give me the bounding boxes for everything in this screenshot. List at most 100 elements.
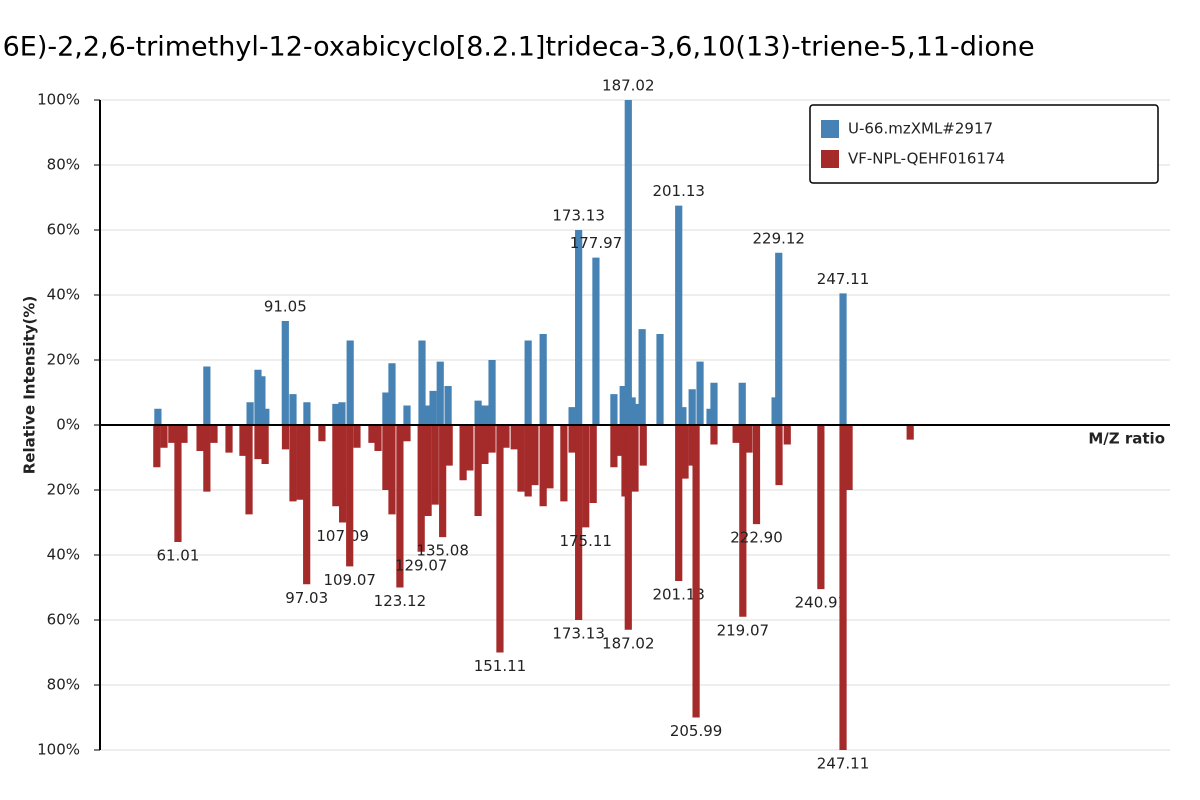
bar: [374, 425, 382, 451]
chart-title: ,6E)-2,2,6-trimethyl-12-oxabicyclo[8.2.1…: [0, 32, 1035, 63]
peak-label: 151.11: [474, 657, 527, 675]
bar: [639, 425, 647, 466]
bar: [783, 425, 791, 445]
peak-label: 247.11: [817, 755, 870, 773]
bar: [210, 425, 218, 443]
bar: [745, 425, 753, 453]
legend-swatch: [821, 150, 839, 168]
legend-label: U-66.mzXML#2917: [848, 120, 993, 138]
bar: [417, 425, 425, 552]
bar: [617, 425, 625, 456]
bar: [688, 389, 696, 425]
peak-label: 177.97: [570, 234, 623, 252]
bar: [510, 425, 518, 450]
bar: [388, 425, 396, 515]
peak-label: 247.11: [817, 270, 870, 288]
bar: [346, 340, 354, 425]
peak-label: 175.11: [559, 532, 612, 550]
bar: [502, 425, 510, 448]
y-axis-label: Relative Intensity(%): [21, 296, 39, 475]
peak-label: 201.13: [652, 182, 705, 200]
bar: [775, 252, 783, 425]
bar: [610, 394, 618, 425]
bar: [656, 334, 664, 425]
bar: [817, 425, 825, 590]
bar: [568, 425, 576, 453]
bar: [424, 405, 432, 425]
bar: [289, 425, 297, 502]
legend: U-66.mzXML#2917 VF-NPL-QEHF016174: [809, 104, 1159, 184]
bar: [346, 425, 354, 567]
bar: [160, 425, 168, 448]
bar: [474, 425, 482, 516]
bar: [628, 397, 636, 425]
bar: [496, 425, 504, 653]
bar: [488, 425, 496, 453]
bar: [445, 425, 453, 466]
peak-label: 229.12: [752, 229, 805, 247]
bar: [254, 425, 262, 460]
bar: [524, 425, 532, 497]
peak-label: 205.99: [670, 722, 723, 740]
peak-label: 219.07: [717, 621, 770, 639]
peak-label: 107.09: [316, 527, 369, 545]
peak-label: 129.07: [395, 556, 448, 574]
peak-label: 97.03: [285, 589, 328, 607]
bar: [568, 407, 576, 425]
bar: [261, 425, 269, 464]
peak-label: 109.07: [323, 571, 376, 589]
bar: [710, 425, 718, 445]
peak-label: 222.90: [730, 529, 783, 547]
y-tick-label: 20%: [47, 351, 80, 369]
bar: [582, 425, 590, 528]
bar: [353, 425, 361, 448]
bar: [481, 425, 489, 464]
bar: [258, 376, 266, 425]
bar: [517, 425, 525, 492]
bar: [474, 400, 482, 425]
y-tick-label: 100%: [37, 741, 80, 759]
bar: [839, 293, 847, 425]
bar: [752, 425, 761, 525]
y-tick-label: 80%: [47, 676, 80, 694]
bar: [368, 425, 376, 443]
bar: [439, 425, 447, 538]
peak-label: 173.13: [552, 625, 605, 643]
bar: [524, 340, 532, 425]
bar: [531, 425, 539, 486]
bar: [203, 366, 211, 425]
bar: [403, 405, 411, 425]
bar: [318, 425, 326, 442]
bar: [382, 392, 390, 425]
bar: [539, 334, 547, 425]
peak-label: 173.13: [552, 207, 605, 225]
bar: [589, 425, 597, 503]
bar: [296, 425, 304, 500]
bar: [675, 425, 683, 581]
peak-label: 61.01: [156, 547, 199, 565]
bar: [382, 425, 390, 490]
y-tick-label: 0%: [56, 416, 80, 434]
bar: [154, 408, 162, 425]
bar: [710, 382, 718, 425]
bar: [289, 394, 297, 425]
bar: [732, 425, 740, 443]
bar: [153, 425, 161, 468]
bar: [488, 360, 496, 425]
bar: [681, 425, 689, 479]
bar: [281, 321, 289, 425]
bar: [738, 382, 746, 425]
bar: [262, 408, 270, 425]
y-tick-label: 40%: [47, 546, 80, 564]
bar: [481, 405, 489, 425]
bar: [696, 361, 704, 425]
bar: [429, 390, 437, 425]
bar: [575, 230, 583, 425]
bar: [619, 386, 627, 425]
bar: [239, 425, 247, 456]
bar: [739, 425, 747, 617]
y-tick-label: 80%: [47, 156, 80, 174]
bar: [281, 425, 290, 450]
bar: [180, 425, 188, 443]
